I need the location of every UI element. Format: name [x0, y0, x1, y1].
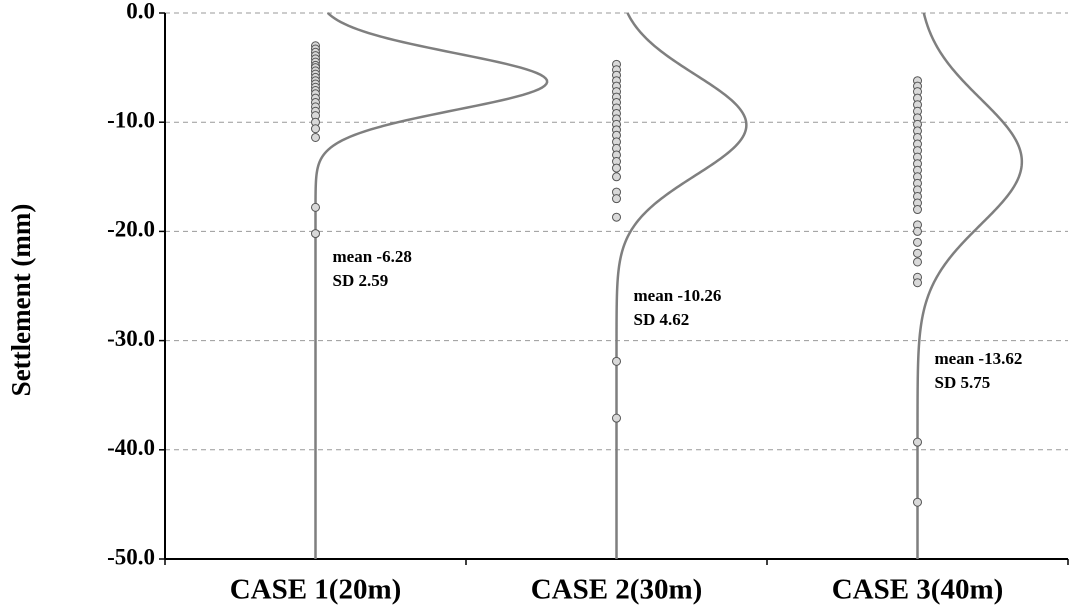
mean-label: mean -10.26 [634, 286, 722, 305]
x-tick-label: CASE 1(20m) [230, 574, 402, 606]
data-point [913, 437, 922, 447]
data-point [311, 124, 320, 134]
data-point [612, 194, 621, 204]
data-point [913, 278, 922, 288]
sd-label: SD 2.59 [333, 271, 389, 290]
data-point [913, 226, 922, 236]
y-tick-label: 0.0 [126, 0, 155, 23]
data-point [612, 212, 621, 222]
data-point [913, 237, 922, 247]
data-point [913, 205, 922, 215]
y-tick-label: -30.0 [107, 326, 155, 351]
sd-label: SD 4.62 [634, 310, 690, 329]
data-point [612, 172, 621, 182]
data-point [913, 497, 922, 507]
data-point [913, 257, 922, 267]
mean-label: mean -6.28 [333, 247, 412, 266]
data-point [311, 202, 320, 212]
y-tick-label: -50.0 [107, 544, 155, 569]
data-point [913, 248, 922, 258]
distribution-curve [615, 12, 748, 559]
x-tick-label: CASE 3(40m) [832, 574, 1004, 606]
data-point [612, 413, 621, 423]
mean-label: mean -13.62 [935, 349, 1023, 368]
data-point [612, 163, 621, 173]
distribution-curve [314, 12, 549, 559]
data-point [612, 356, 621, 366]
y-tick-label: -40.0 [107, 435, 155, 460]
y-axis-title: Settlement (mm) [6, 204, 36, 397]
x-tick-label: CASE 2(30m) [531, 574, 703, 606]
sd-label: SD 5.75 [935, 373, 991, 392]
data-point [311, 132, 320, 142]
data-point [311, 229, 320, 239]
y-tick-label: -20.0 [107, 217, 155, 242]
distribution-curve [916, 12, 1024, 559]
y-tick-label: -10.0 [107, 107, 155, 132]
